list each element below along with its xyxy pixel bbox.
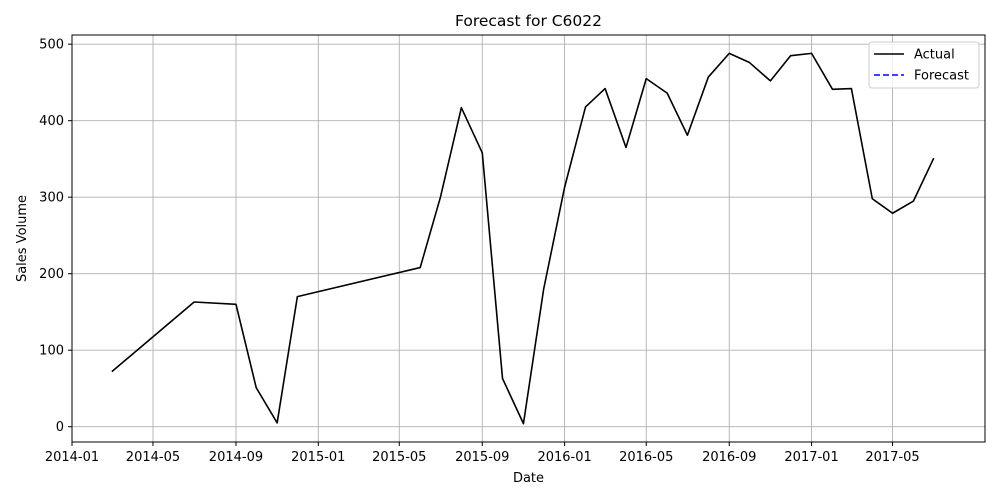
y-tick-label: 0 — [56, 420, 64, 435]
y-tick-label: 500 — [39, 38, 64, 53]
x-tick-label: 2017-01 — [784, 450, 838, 465]
legend-label-forecast: Forecast — [914, 69, 969, 84]
y-tick-label: 100 — [39, 344, 64, 359]
x-tick-label: 2016-01 — [537, 450, 591, 465]
plot-area-frame — [71, 34, 986, 443]
x-tick-label: 2017-05 — [865, 450, 919, 465]
legend: Actual Forecast — [868, 41, 980, 89]
y-tick-label: 400 — [39, 114, 64, 129]
y-tick-label: 200 — [39, 267, 64, 282]
x-tick-label: 2016-09 — [702, 450, 756, 465]
axis-ticks: 2014-01 2014-05 2014-09 2015-01 2015-05 2015-… — [39, 38, 920, 465]
series-line-actual — [111, 52, 935, 425]
chart-title: Forecast for C6022 — [455, 12, 602, 30]
x-axis-label: Date — [513, 471, 544, 486]
y-tick-label: 300 — [39, 191, 64, 206]
legend-label-actual: Actual — [914, 48, 955, 63]
series-lines — [111, 52, 935, 425]
x-tick-label: 2015-09 — [455, 450, 509, 465]
y-axis-label: Sales Volume — [15, 195, 30, 282]
x-tick-label: 2015-01 — [291, 450, 345, 465]
x-tick-label: 2015-05 — [372, 450, 426, 465]
x-tick-label: 2014-05 — [126, 450, 180, 465]
x-tick-label: 2014-09 — [209, 450, 263, 465]
grid — [71, 35, 985, 442]
x-tick-label: 2014-01 — [45, 450, 99, 465]
x-tick-label: 2016-05 — [619, 450, 673, 465]
